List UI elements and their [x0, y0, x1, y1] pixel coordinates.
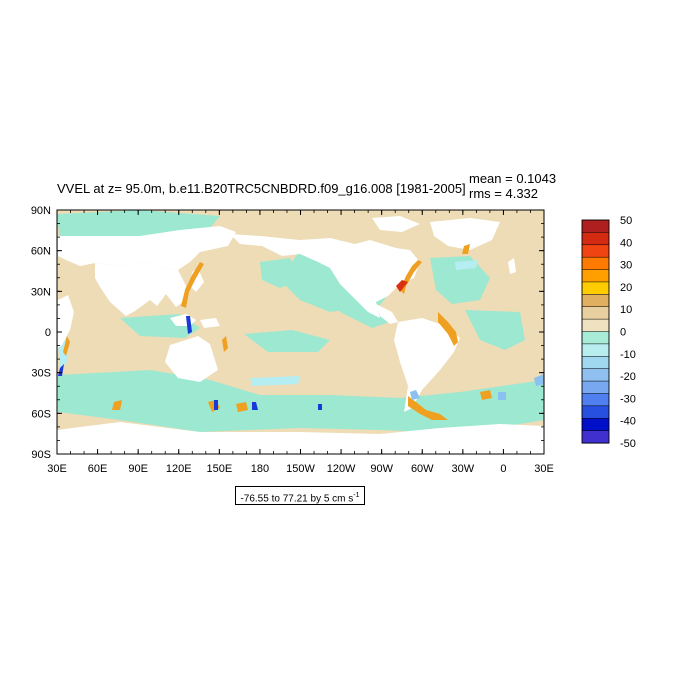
colorbar-tick-label: 10 — [620, 304, 632, 316]
map-panel — [57, 210, 544, 454]
lat-tick-label: 60N — [31, 246, 51, 258]
colorbar-tick-label: -20 — [620, 371, 636, 383]
colorbar-tick-label: 20 — [620, 282, 632, 294]
lon-tick-label: 120E — [166, 463, 192, 475]
lon-tick-label: 120W — [327, 463, 356, 475]
colorbar-tick-label: 0 — [620, 327, 626, 339]
colorbar-swatch — [582, 319, 609, 332]
lon-tick-label: 180 — [251, 463, 269, 475]
lon-tick-label: 60W — [411, 463, 434, 475]
colorbar-tick-label: 30 — [620, 260, 632, 272]
units-exponent: -1 — [353, 492, 359, 499]
colorbar-tick-label: -50 — [620, 438, 636, 450]
lon-tick-label: 150E — [206, 463, 232, 475]
colorbar-swatch — [582, 257, 609, 270]
colorbar-swatch — [582, 245, 609, 258]
contour-range-label: -76.55 to 77.21 by 5 cm s-1 — [235, 486, 365, 505]
lon-tick-label: 0 — [500, 463, 506, 475]
latitude-labels: 90N 60N 30N 0 30S 60S 90S — [31, 205, 51, 461]
colorbar-swatch — [582, 282, 609, 295]
colorbar-swatch — [582, 356, 609, 369]
colorbar-tick-label: -30 — [620, 393, 636, 405]
lon-tick-label: 60E — [88, 463, 108, 475]
lat-tick-label: 90S — [31, 449, 51, 461]
colorbar-tick-label: 50 — [620, 215, 632, 227]
lon-tick-label: 30E — [47, 463, 67, 475]
lon-tick-label: 30W — [452, 463, 475, 475]
colorbar-swatch — [582, 294, 609, 307]
longitude-labels: 30E 60E 90E 120E 150E 180 150W 120W 90W 60W 30W 0 30… — [47, 463, 554, 475]
colorbar-swatch — [582, 307, 609, 320]
colorbar-tick-label: -40 — [620, 416, 636, 428]
lon-tick-label: 150W — [286, 463, 315, 475]
lat-tick-label: 0 — [45, 327, 51, 339]
colorbar — [582, 220, 609, 443]
colorbar-tick-label: -10 — [620, 349, 636, 361]
colorbar-swatch — [582, 406, 609, 419]
lat-tick-label: 30N — [31, 286, 51, 298]
colorbar-swatch — [582, 418, 609, 431]
colorbar-swatch — [582, 393, 609, 406]
colorbar-swatch — [582, 381, 609, 394]
contour-range-text: -76.55 to 77.21 by 5 cm s — [240, 493, 353, 504]
lat-tick-label: 90N — [31, 205, 51, 217]
colorbar-swatch — [582, 369, 609, 382]
colorbar-swatch — [582, 232, 609, 245]
lon-tick-label: 30E — [534, 463, 554, 475]
colorbar-tick-label: 40 — [620, 237, 632, 249]
colorbar-swatch — [582, 431, 609, 444]
colorbar-labels: 50 40 30 20 10 0 -10 -20 -30 -40 -50 — [620, 215, 636, 450]
colorbar-swatch — [582, 270, 609, 283]
lat-tick-label: 30S — [31, 368, 51, 380]
lon-tick-label: 90E — [128, 463, 148, 475]
lon-tick-label: 90W — [370, 463, 393, 475]
lat-tick-label: 60S — [31, 408, 51, 420]
colorbar-swatch — [582, 332, 609, 345]
colorbar-swatch — [582, 220, 609, 233]
colorbar-swatch — [582, 344, 609, 357]
